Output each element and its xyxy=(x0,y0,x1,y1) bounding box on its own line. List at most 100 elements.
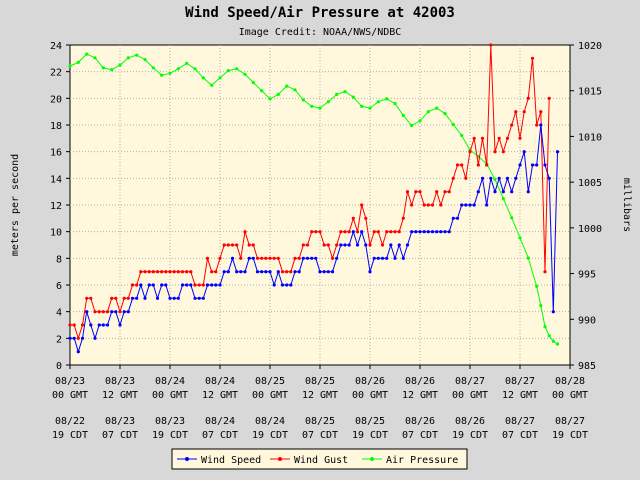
air-pressure-point xyxy=(76,60,80,64)
air-pressure-point xyxy=(543,325,547,329)
y-tick-label-left: 12 xyxy=(50,201,62,212)
wind-gust-point xyxy=(205,256,210,260)
wind-gust-point xyxy=(130,283,135,287)
air-pressure-point xyxy=(326,100,330,104)
y-tick-label-right: 1015 xyxy=(578,87,602,98)
x-tick-label-gmt-time: 00 GMT xyxy=(52,390,88,401)
chart-title: Wind Speed/Air Pressure at 42003 xyxy=(185,5,455,21)
wind-gust-point xyxy=(164,270,168,274)
air-pressure-point xyxy=(351,95,355,99)
wind-gust-point xyxy=(155,270,160,274)
x-tick-label-cdt-time: 19 CDT xyxy=(552,430,588,441)
y-tick-label-left: 18 xyxy=(50,121,62,132)
wind-gust-point xyxy=(72,323,76,327)
air-pressure-point xyxy=(68,64,72,68)
wind-gust-point xyxy=(243,230,247,234)
wind-speed-point xyxy=(230,256,235,260)
wind-speed-point xyxy=(201,296,205,300)
wind-gust-point xyxy=(235,243,239,247)
air-pressure-point xyxy=(368,106,372,110)
wind-speed-point xyxy=(318,270,322,274)
wind-gust-point xyxy=(343,230,347,234)
wind-gust-point xyxy=(522,110,526,114)
wind-speed-point xyxy=(168,296,172,300)
wind-gust-point xyxy=(93,310,97,314)
x-tick-label-cdt-date: 08/24 xyxy=(255,416,285,427)
wind-speed-point xyxy=(510,190,514,194)
wind-gust-point xyxy=(260,256,264,260)
wind-speed-point xyxy=(255,270,260,274)
wind-speed-point xyxy=(147,283,151,287)
wind-speed-point xyxy=(485,203,489,207)
air-pressure-point xyxy=(135,53,139,57)
air-pressure-point xyxy=(301,98,305,102)
wind-speed-point xyxy=(397,243,401,247)
wind-speed-point xyxy=(389,243,393,247)
wind-speed-point xyxy=(72,336,76,340)
wind-speed-point xyxy=(380,256,385,260)
air-pressure-point xyxy=(168,71,172,75)
wind-gust-point xyxy=(151,270,155,274)
grid-lines xyxy=(70,45,570,365)
air-pressure-point xyxy=(551,339,555,343)
wind-speed-point xyxy=(435,230,439,234)
wind-gust-point xyxy=(410,203,414,207)
y-tick-label-left: 22 xyxy=(50,68,62,79)
wind-speed-point xyxy=(268,270,272,274)
air-pressure-line xyxy=(69,53,558,345)
wind-speed-point xyxy=(468,203,472,207)
air-pressure-point xyxy=(268,97,272,101)
x-tick-label-cdt-time: 07 CDT xyxy=(502,430,538,441)
wind-speed-point xyxy=(426,230,430,234)
y-tick-label-left: 8 xyxy=(56,254,62,265)
wind-speed-point xyxy=(197,296,201,300)
wind-gust-point xyxy=(330,256,335,260)
legend-box xyxy=(171,448,468,470)
series-layer xyxy=(68,43,560,354)
wind-gust-point xyxy=(314,230,318,234)
air-pressure-point xyxy=(360,104,364,108)
wind-speed-point xyxy=(339,243,343,247)
wind-speed-point xyxy=(247,256,251,260)
wind-speed-point xyxy=(330,270,335,274)
wind-speed-point xyxy=(460,203,464,207)
wind-speed-point xyxy=(114,310,118,314)
wind-speed-point xyxy=(164,283,168,287)
x-tick-label-gmt-date: 08/24 xyxy=(205,376,235,387)
wind-gust-point xyxy=(464,176,468,180)
wind-speed-point xyxy=(135,296,139,300)
wind-gust-point xyxy=(268,256,272,260)
wind-speed-point xyxy=(97,323,101,327)
wind-speed-point xyxy=(101,323,105,327)
x-tick-label-cdt-time: 19 CDT xyxy=(352,430,388,441)
air-pressure-point xyxy=(526,256,530,260)
air-pressure-point xyxy=(410,123,414,128)
air-pressure-point xyxy=(443,112,447,116)
wind-gust-point xyxy=(485,163,489,167)
wind-gust-point xyxy=(226,243,230,247)
wind-speed-point xyxy=(239,270,243,274)
x-tick-label-gmt-time: 12 GMT xyxy=(202,390,238,401)
wind-gust-point xyxy=(530,56,535,60)
legend-air-pressure-marker xyxy=(370,457,374,461)
wind-gust-point xyxy=(160,270,164,274)
air-pressure-point xyxy=(393,101,397,106)
air-pressure-point xyxy=(85,52,89,56)
x-tick-label-cdt-time: 07 CDT xyxy=(402,430,438,441)
air-pressure-point xyxy=(418,119,422,123)
wind-gust-point xyxy=(439,203,443,207)
air-pressure-point xyxy=(460,133,464,138)
wind-gust-point xyxy=(339,230,343,234)
air-pressure-point xyxy=(435,106,439,110)
y-tick-label-left: 4 xyxy=(56,308,62,319)
wind-speed-point xyxy=(414,230,418,234)
wind-gust-point xyxy=(276,256,280,260)
air-pressure-point xyxy=(101,66,105,70)
wind-speed-point xyxy=(68,336,72,340)
wind-gust-point xyxy=(210,270,214,274)
wind-speed-point xyxy=(155,296,160,300)
wind-speed-point xyxy=(526,190,530,194)
wind-gust-point xyxy=(122,296,126,300)
x-tick-label-cdt-date: 08/26 xyxy=(405,416,435,427)
wind-gust-point xyxy=(193,283,197,287)
